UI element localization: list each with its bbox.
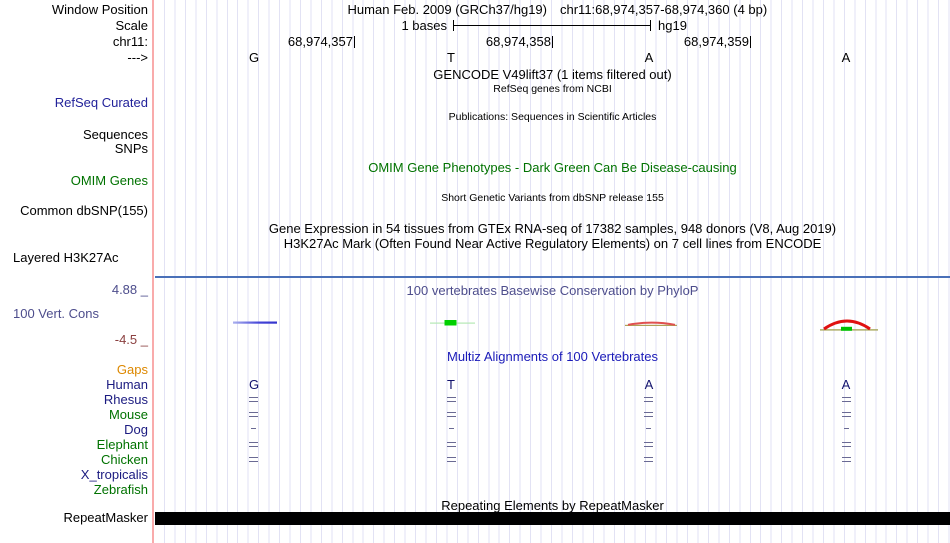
- assembly-title: Human Feb. 2009 (GRCh37/hg19): [347, 1, 547, 17]
- ref-base-1: G: [248, 50, 260, 65]
- label-snps[interactable]: SNPs: [114, 141, 148, 156]
- align-mark-rhesus-2: [446, 397, 456, 402]
- label-chrom[interactable]: chr11:: [112, 34, 148, 49]
- align-mark-chicken-2: [446, 457, 456, 462]
- align-mark-elephant-4: [841, 442, 851, 447]
- label-omim-genes[interactable]: OMIM Genes: [70, 173, 148, 188]
- align-mark-dog-3: [646, 428, 651, 430]
- track-gridlines: [155, 0, 950, 543]
- label-strand-arrow[interactable]: --->: [127, 50, 148, 65]
- align-mark-mouse-3: [644, 412, 653, 417]
- label-species-rhesus[interactable]: Rhesus: [103, 392, 148, 407]
- track-title-multiz[interactable]: Multiz Alignments of 100 Vertebrates: [446, 349, 658, 364]
- assembly-short: hg19: [658, 18, 687, 33]
- coordinate-3-tick: [750, 36, 751, 48]
- label-sequences[interactable]: Sequences: [82, 126, 148, 142]
- align-mark-dog-1: [251, 428, 256, 430]
- align-mark-rhesus-1: [249, 397, 258, 402]
- multiz-human-base-3: A: [644, 377, 654, 392]
- coordinate-1: 68,974,357: [287, 34, 353, 49]
- align-mark-mouse-1: [249, 412, 258, 417]
- label-species-chicken[interactable]: Chicken: [101, 452, 148, 467]
- ref-base-2: T: [447, 50, 455, 65]
- label-window-position[interactable]: Window Position: [51, 1, 148, 17]
- align-mark-chicken-4: [841, 457, 851, 462]
- track-title-refseq-sub[interactable]: RefSeq genes from NCBI: [493, 82, 612, 95]
- align-mark-chicken-3: [644, 457, 653, 462]
- phylop-mark-base3-olive: [625, 324, 677, 326]
- track-title-dbsnp-sub[interactable]: Short Genetic Variants from dbSNP releas…: [441, 191, 664, 204]
- label-species-xtropicalis[interactable]: X_tropicalis: [80, 467, 148, 482]
- label-track-divider: [152, 0, 154, 543]
- align-mark-elephant-2: [446, 442, 456, 447]
- scale-bar-left-tick: [453, 20, 454, 31]
- phylop-mark-base4-block: [841, 326, 852, 331]
- label-cons-max: 4.88 _: [111, 281, 148, 297]
- track-title-repeatmasker[interactable]: Repeating Elements by RepeatMasker: [441, 497, 664, 513]
- phylop-mark-base4-arch: [823, 319, 871, 331]
- coordinate-1-tick: [354, 36, 355, 48]
- ref-base-3: A: [644, 50, 654, 65]
- multiz-human-base-2: T: [447, 377, 455, 392]
- align-mark-dog-2: [448, 428, 454, 430]
- position-title: chr11:68,974,357-68,974,360 (4 bp): [560, 1, 768, 17]
- track-title-gencode[interactable]: GENCODE V49lift37 (1 items filtered out): [433, 67, 672, 82]
- track-title-gtex[interactable]: Gene Expression in 54 tissues from GTEx …: [268, 221, 837, 236]
- align-mark-chicken-1: [249, 457, 258, 462]
- label-multiz-gaps[interactable]: Gaps: [116, 362, 148, 377]
- align-mark-mouse-2: [446, 412, 456, 417]
- coordinate-2-tick: [552, 36, 553, 48]
- label-species-zebrafish[interactable]: Zebrafish: [93, 482, 148, 497]
- conservation-top-border: [155, 276, 950, 278]
- label-species-human[interactable]: Human: [106, 377, 148, 392]
- label-species-mouse[interactable]: Mouse: [108, 407, 148, 422]
- label-repeatmasker[interactable]: RepeatMasker: [63, 510, 148, 525]
- label-layered-h3k27ac[interactable]: Layered H3K27Ac: [13, 250, 119, 265]
- scale-bar-right-tick: [650, 20, 651, 31]
- phylop-mark-base3-arc: [627, 321, 676, 326]
- track-title-h3k27ac[interactable]: H3K27Ac Mark (Often Found Near Active Re…: [283, 236, 822, 251]
- label-scale[interactable]: Scale: [115, 18, 148, 33]
- scale-bar: [453, 25, 651, 26]
- coordinate-2: 68,974,358: [485, 34, 551, 49]
- coordinate-3: 68,974,359: [683, 34, 749, 49]
- align-mark-rhesus-3: [644, 397, 653, 402]
- align-mark-rhesus-4: [841, 397, 851, 402]
- align-mark-elephant-3: [644, 442, 653, 447]
- scale-value: 1 bases: [401, 18, 447, 33]
- ref-base-4: A: [841, 50, 851, 65]
- label-cons-min: -4.5 _: [114, 331, 148, 347]
- track-title-omim[interactable]: OMIM Gene Phenotypes - Dark Green Can Be…: [368, 160, 737, 175]
- label-refseq-curated[interactable]: RefSeq Curated: [54, 94, 148, 110]
- repeatmasker-element-bar[interactable]: [155, 512, 950, 525]
- multiz-human-base-1: G: [248, 377, 260, 392]
- align-mark-dog-4: [843, 428, 849, 430]
- multiz-human-base-4: A: [841, 377, 851, 392]
- align-mark-elephant-1: [249, 442, 258, 447]
- track-title-publications[interactable]: Publications: Sequences in Scientific Ar…: [448, 111, 657, 123]
- phylop-mark-base2-block: [444, 320, 457, 326]
- label-common-dbsnp[interactable]: Common dbSNP(155): [20, 203, 148, 218]
- label-cons-name[interactable]: 100 Vert. Cons: [13, 305, 99, 321]
- label-species-dog[interactable]: Dog: [124, 422, 148, 437]
- track-title-phylop[interactable]: 100 vertebrates Basewise Conservation by…: [406, 282, 699, 298]
- align-mark-mouse-4: [841, 412, 851, 417]
- phylop-conservation-marks[interactable]: [155, 300, 950, 340]
- label-species-elephant[interactable]: Elephant: [96, 437, 148, 452]
- phylop-mark-base1: [233, 321, 277, 324]
